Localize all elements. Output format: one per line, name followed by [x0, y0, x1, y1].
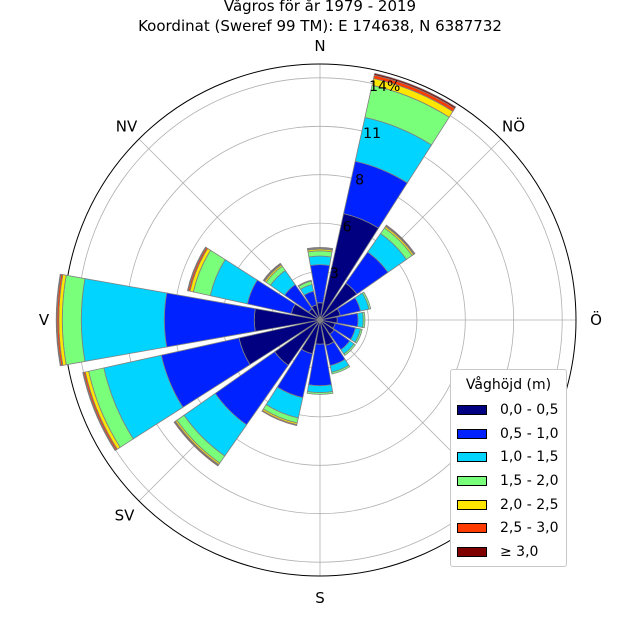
rose-bar-segment [80, 278, 168, 362]
rose-bar-segment [306, 384, 334, 394]
direction-label: S [315, 589, 325, 607]
rose-bar-segment [186, 246, 207, 292]
rose-bar-segment [385, 224, 416, 255]
legend-item: 0,0 - 0,5 [451, 398, 566, 422]
legend: Våghöjd (m) 0,0 - 0,5 0,5 - 1,0 1,0 - 1,5 1… [450, 369, 567, 567]
legend-swatch [457, 499, 487, 510]
rose-bar-segment [362, 311, 366, 329]
legend-swatch [457, 452, 487, 463]
legend-swatch [457, 404, 487, 415]
legend-label: 1,5 - 2,0 [500, 472, 559, 489]
direction-label: SV [115, 507, 136, 525]
legend-label: ≥ 3,0 [500, 543, 539, 560]
legend-swatch [457, 523, 487, 534]
direction-label: NÖ [502, 117, 525, 136]
legend-label: 2,0 - 2,5 [500, 496, 559, 513]
rose-bar-segment [306, 246, 334, 250]
rose-bar-segment [343, 343, 356, 356]
radial-tick-labels: 3 6 8 11 14% [330, 79, 400, 282]
rose-bar-segment [261, 409, 298, 427]
legend-title: Våghöjd (m) [465, 377, 552, 393]
chart-title-block: Vågros för år 1979 - 2019 Koordinat (Swe… [0, 0, 640, 36]
direction-label: NV [116, 118, 138, 136]
radial-tick-label: 8 [355, 173, 364, 189]
legend-label: 0,0 - 0,5 [500, 401, 559, 418]
rose-bar-segment [82, 371, 117, 452]
rose-bar-segment [354, 328, 363, 344]
legend-swatch [457, 475, 487, 486]
direction-label: V [39, 311, 50, 329]
legend-label: 2,5 - 3,0 [500, 520, 559, 537]
radial-tick-label: 6 [343, 219, 352, 235]
rose-bar-segment [373, 72, 457, 110]
radial-tick-label: 3 [330, 266, 339, 282]
legend-item: 2,0 - 2,5 [451, 493, 566, 517]
rose-bar-segment [297, 279, 312, 288]
legend-label: 0,5 - 1,0 [500, 425, 559, 442]
direction-label: Ö [590, 310, 602, 329]
chart-title: Vågros för år 1979 - 2019 [223, 0, 417, 15]
rose-bar-segment [61, 274, 86, 366]
rose-bar-segment [306, 391, 334, 395]
rose-bar-segment [357, 312, 364, 328]
legend-item: ≥ 3,0 [451, 540, 566, 564]
legend-label: 1,0 - 1,5 [500, 449, 559, 466]
radial-tick-label: 14% [369, 79, 400, 95]
rose-bar-segment [262, 262, 282, 282]
rose-bar-segment [308, 255, 332, 266]
rose-bar-segment [173, 421, 219, 467]
legend-item: 2,5 - 3,0 [451, 516, 566, 540]
direction-label: N [314, 37, 325, 55]
chart-subtitle: Koordinat (Sweref 99 TM): E 174638, N 63… [138, 17, 502, 35]
legend-item: 1,0 - 1,5 [451, 445, 566, 469]
radial-tick-label: 11 [363, 126, 381, 142]
rose-bar-segment [307, 250, 333, 258]
rose-bar-segment [55, 273, 62, 367]
legend-swatch [457, 428, 487, 439]
legend-item: 0,5 - 1,0 [451, 422, 566, 446]
legend-item: 1,5 - 2,0 [451, 469, 566, 493]
rose-bars [55, 72, 457, 467]
legend-swatch [457, 546, 487, 557]
rose-bar-segment [331, 364, 351, 375]
rose-bar-segment [361, 291, 372, 310]
